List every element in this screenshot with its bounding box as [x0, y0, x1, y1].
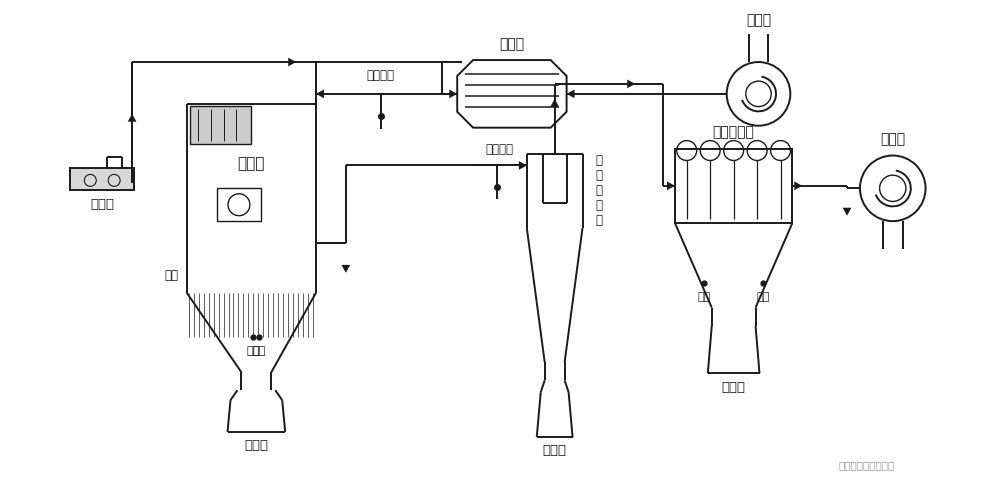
Polygon shape [795, 181, 803, 190]
Circle shape [726, 62, 791, 126]
Polygon shape [449, 90, 457, 98]
Text: 收料瓶: 收料瓶 [543, 444, 567, 458]
Polygon shape [128, 114, 137, 122]
Polygon shape [288, 58, 296, 67]
Text: 上海乔枫喷雾干燥机: 上海乔枫喷雾干燥机 [838, 460, 894, 470]
Text: 振打: 振打 [698, 292, 711, 302]
Text: 加热器: 加热器 [499, 37, 524, 51]
Polygon shape [667, 181, 675, 190]
Bar [675, 148, 793, 223]
Polygon shape [316, 90, 324, 98]
Bar [189, 106, 252, 143]
Text: 收料瓶: 收料瓶 [245, 439, 269, 453]
Text: 振打: 振打 [253, 347, 266, 356]
Polygon shape [550, 99, 559, 107]
Polygon shape [519, 161, 527, 170]
Text: 雾化塔: 雾化塔 [238, 156, 265, 171]
Polygon shape [627, 79, 635, 88]
Text: 送风机: 送风机 [746, 13, 771, 27]
Text: 振打: 振打 [757, 292, 770, 302]
Polygon shape [342, 265, 350, 273]
Text: 布袋除尘器: 布袋除尘器 [713, 126, 754, 140]
Text: 气扫: 气扫 [165, 269, 178, 282]
Text: 进风温度: 进风温度 [367, 70, 394, 82]
Text: 引风机: 引风机 [880, 133, 906, 146]
Bar [217, 188, 262, 221]
Text: 出风温度: 出风温度 [485, 143, 513, 156]
Text: 蠕动泵: 蠕动泵 [90, 198, 114, 211]
Text: 振打: 振打 [247, 347, 260, 356]
Bar [70, 169, 134, 190]
Circle shape [860, 155, 926, 221]
Text: 旋
风
分
离
器: 旋 风 分 离 器 [595, 154, 602, 227]
Text: 收料瓶: 收料瓶 [721, 381, 745, 394]
Polygon shape [842, 208, 851, 215]
Polygon shape [457, 60, 567, 128]
Polygon shape [567, 90, 575, 98]
